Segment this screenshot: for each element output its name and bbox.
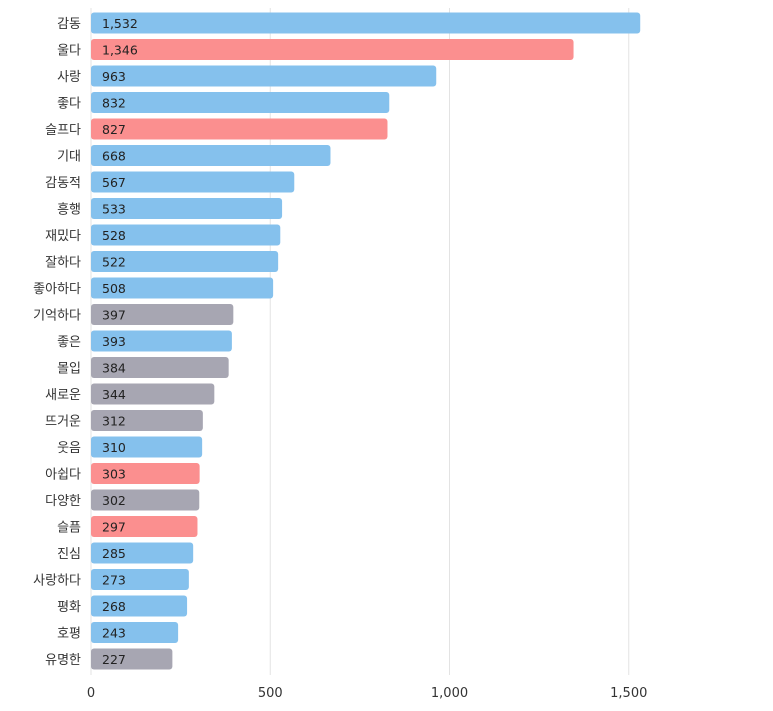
bar (91, 542, 194, 564)
category-label: 진심 (57, 547, 81, 562)
bar (91, 92, 390, 113)
data-label: 303 (102, 467, 126, 482)
category-label: 감동적 (45, 176, 81, 191)
bar (91, 463, 200, 484)
data-label: 393 (102, 334, 126, 349)
bar (91, 569, 189, 590)
category-label: 평화 (57, 600, 81, 615)
bar (91, 516, 198, 537)
category-label: 잘하다 (45, 256, 81, 271)
bar (91, 304, 234, 325)
bar (91, 39, 574, 60)
category-label: 유명한 (45, 653, 81, 668)
bar (91, 489, 200, 511)
category-label: 울다 (57, 44, 81, 59)
data-labels: 1,532 1,346 963 832 827 668 567 533 528 522 508 397… (102, 16, 138, 667)
category-label: 흥행 (57, 202, 81, 218)
category-label: 웃음 (57, 441, 81, 456)
data-label: 310 (102, 440, 126, 455)
data-label: 1,532 (102, 16, 138, 31)
bar (91, 595, 188, 617)
category-label: 몰입 (57, 362, 81, 377)
category-label: 아쉽다 (45, 468, 81, 483)
category-label: 재밌다 (45, 229, 81, 244)
x-tick-label: 1,000 (431, 686, 468, 701)
bar (91, 65, 437, 87)
bar (91, 648, 173, 670)
category-label: 사랑하다 (33, 574, 81, 589)
x-tick-label: 0 (87, 686, 95, 701)
bars (91, 12, 641, 670)
data-label: 668 (102, 149, 126, 164)
bar (91, 330, 232, 352)
data-label: 302 (102, 493, 126, 508)
category-label: 기대 (57, 150, 81, 165)
category-label: 좋다 (57, 97, 81, 112)
category-label: 슬픔 (57, 521, 81, 536)
data-label: 285 (102, 546, 126, 561)
data-label: 344 (102, 387, 126, 402)
data-label: 227 (102, 652, 126, 667)
bar (91, 436, 203, 458)
data-label: 297 (102, 520, 126, 535)
data-label: 508 (102, 281, 126, 296)
bar (91, 12, 641, 34)
bar (91, 224, 281, 246)
data-label: 397 (102, 308, 126, 323)
category-label: 뜨거운 (45, 415, 81, 430)
bar (91, 383, 215, 405)
data-label: 312 (102, 414, 126, 429)
category-label: 좋아하다 (33, 282, 81, 297)
data-label: 384 (102, 361, 126, 376)
bar (91, 171, 295, 193)
category-label: 슬프다 (45, 123, 81, 138)
data-label: 522 (102, 255, 126, 270)
data-label: 567 (102, 175, 126, 190)
bar (91, 145, 331, 166)
bar (91, 198, 283, 219)
data-label: 533 (102, 202, 126, 217)
data-label: 268 (102, 599, 126, 614)
data-label: 1,346 (102, 43, 138, 58)
data-label: 963 (102, 69, 126, 84)
x-tick-label: 1,500 (610, 686, 647, 701)
category-label: 기억하다 (33, 309, 81, 324)
data-label: 832 (102, 96, 126, 111)
bar (91, 251, 279, 272)
bar (91, 622, 179, 643)
data-label: 243 (102, 626, 126, 641)
category-label: 새로운 (45, 388, 81, 403)
category-labels: 감동울다사랑좋다슬프다기대감동적흥행재밌다잘하다좋아하다기억하다좋은몰입새로운뜨… (33, 17, 81, 668)
bar (91, 277, 274, 299)
data-label: 827 (102, 122, 126, 137)
category-label: 좋은 (57, 335, 81, 350)
bar (91, 118, 388, 140)
bar (91, 410, 203, 431)
category-label: 호평 (57, 627, 81, 642)
category-label: 다양한 (45, 494, 81, 509)
data-label: 528 (102, 228, 126, 243)
x-axis-ticks: 0 500 1,000 1,500 (87, 686, 648, 701)
category-label: 감동 (57, 17, 81, 32)
category-label: 사랑 (57, 70, 81, 85)
data-label: 273 (102, 573, 126, 588)
x-tick-label: 500 (258, 686, 283, 701)
bar (91, 357, 229, 378)
